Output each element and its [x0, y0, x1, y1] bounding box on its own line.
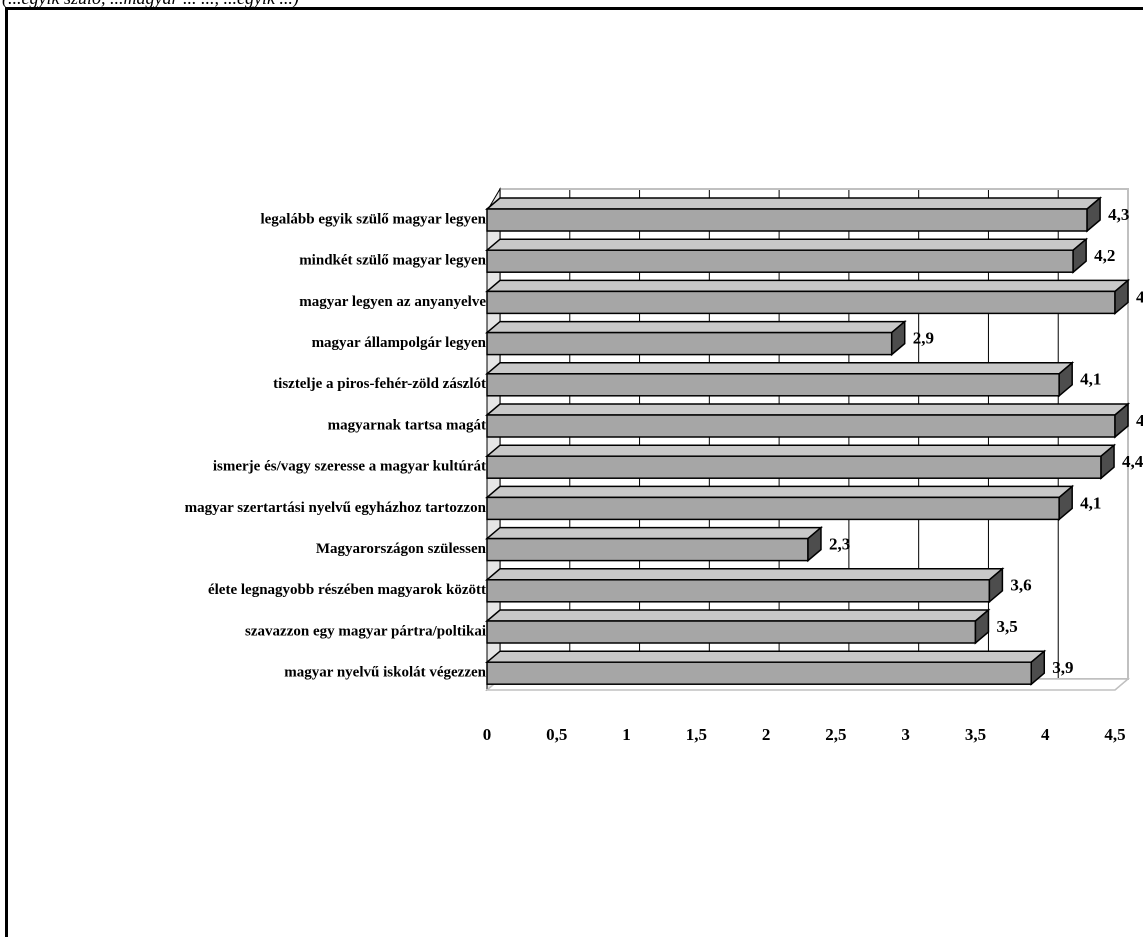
value-label: 4,5: [1136, 287, 1143, 306]
value-label: 4,5: [1136, 411, 1143, 430]
bar-front: [486, 373, 1060, 397]
category-label: ismerje és/vagy szeresse a magyar kultúr…: [213, 459, 486, 475]
bar-side: [1058, 361, 1073, 398]
category-label: élete legnagyobb részében magyarok közöt…: [208, 582, 486, 598]
caption-text-fragment: (...egyik szülő, ...magyar ... ..., ...e…: [2, 0, 299, 9]
bar: [484, 402, 1131, 439]
bar-side: [890, 319, 906, 357]
bar-front: [486, 620, 977, 644]
bar-front: [486, 496, 1060, 521]
bar-front: [486, 579, 991, 603]
bar-top: [484, 279, 1131, 293]
bar-side: [807, 525, 822, 563]
category-label: magyar legyen az anyanyelve: [299, 294, 486, 310]
bar-front: [486, 414, 1116, 438]
tick-label: 0: [483, 725, 492, 744]
bar-front: [486, 331, 893, 356]
bar-side: [1058, 484, 1073, 522]
bar: [484, 484, 1075, 522]
bar-top: [484, 650, 1047, 663]
bar-top: [484, 444, 1117, 457]
bar-front: [486, 455, 1102, 479]
value-label: 3,5: [996, 617, 1017, 636]
value-label: 3,6: [1010, 576, 1031, 595]
bar-front: [486, 208, 1088, 232]
bar: [484, 525, 824, 563]
bar-top: [484, 568, 1005, 581]
category-label: szavazzon egy magyar pártra/poltikai: [245, 623, 486, 639]
bar-front: [486, 661, 1033, 685]
bar-front: [486, 290, 1116, 315]
bar: [484, 319, 907, 357]
tick-label: 4: [1041, 725, 1050, 744]
bar-top: [484, 197, 1103, 210]
bar-top: [484, 485, 1075, 499]
tick-label: 3,5: [965, 725, 986, 744]
category-labels: legalább egyik szülő magyar legyen mindké…: [185, 211, 487, 680]
value-label: 4,1: [1080, 493, 1101, 512]
tick-label: 2: [762, 725, 771, 744]
tick-label: 3: [901, 725, 910, 744]
category-label: tisztelje a piros-fehér-zöld zászlót: [273, 376, 486, 392]
bar-side: [1030, 649, 1046, 686]
x-axis-tick-labels: 0 0,5 1 1,5 2 2,5 3 3,5 4 4,5: [483, 725, 1126, 744]
bar: [484, 443, 1117, 480]
bar-side: [974, 608, 990, 645]
bar: [484, 608, 991, 645]
value-label: 4,2: [1094, 246, 1115, 265]
bar-top: [484, 238, 1089, 251]
bar-side: [1100, 443, 1115, 480]
value-label: 2,3: [829, 535, 850, 554]
bar-top: [484, 362, 1075, 375]
bar: [484, 196, 1103, 233]
tick-label: 1: [622, 725, 631, 744]
bar-side: [1114, 402, 1129, 439]
bar-side: [1072, 237, 1087, 274]
bar: [484, 278, 1131, 316]
value-label: 4,1: [1080, 370, 1101, 389]
bar-front: [486, 249, 1074, 273]
bar: [484, 567, 1005, 604]
category-label: magyar nyelvű iskolát végezzen: [284, 665, 486, 681]
bar-front: [486, 537, 809, 562]
category-label: legalább egyik szülő magyar legyen: [260, 211, 486, 227]
bar-top: [484, 609, 991, 622]
bars: [484, 196, 1131, 686]
category-label: mindkét szülő magyar legyen: [299, 253, 486, 269]
bar-top: [484, 403, 1131, 416]
tick-label: 1,5: [686, 725, 707, 744]
tick-label: 4,5: [1104, 725, 1125, 744]
value-label: 4,4: [1122, 452, 1143, 471]
category-label: Magyarországon szülessen: [316, 541, 487, 557]
value-label: 3,9: [1052, 658, 1073, 677]
bar-top: [484, 526, 824, 540]
bar-top: [484, 320, 907, 334]
value-label: 4,3: [1108, 205, 1129, 224]
bar: [484, 237, 1089, 274]
bar-side: [1086, 196, 1101, 233]
category-label: magyar szertartási nyelvű egyházhoz tart…: [185, 500, 487, 516]
value-labels: 4,3 4,2 4,5 2,9 4,1 4,5 4,4 4,1 2,3 3,6 3,5 3,9: [829, 205, 1143, 677]
category-label: magyarnak tartsa magát: [328, 417, 486, 433]
bar-side: [1114, 278, 1129, 316]
bar: [484, 649, 1047, 686]
bar-side: [988, 567, 1004, 604]
bar: [484, 361, 1075, 398]
tick-label: 2,5: [825, 725, 846, 744]
value-label: 2,9: [913, 329, 934, 348]
category-label: magyar állampolgár legyen: [312, 335, 487, 351]
tick-label: 0,5: [546, 725, 567, 744]
